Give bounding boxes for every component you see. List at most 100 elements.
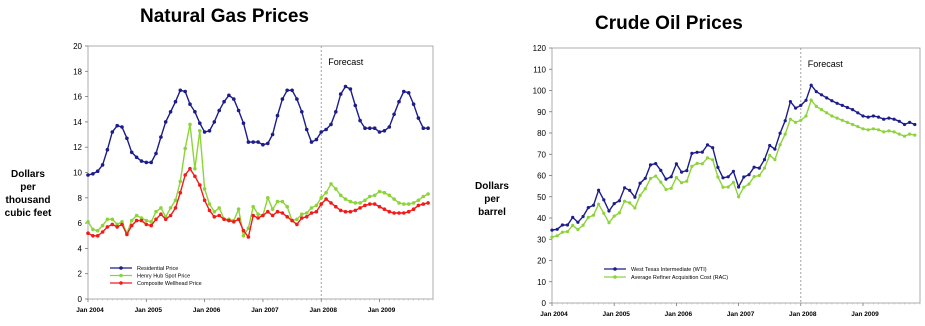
data-point — [275, 209, 280, 214]
data-point — [300, 110, 304, 114]
data-point — [555, 227, 559, 231]
data-point — [105, 225, 110, 229]
y-tick-label: 60 — [537, 172, 546, 181]
y-tick-label: 10 — [73, 169, 82, 178]
y-axis-label: Dollars per barrel — [472, 180, 512, 219]
data-point — [406, 91, 411, 95]
data-point — [835, 116, 839, 120]
data-point — [778, 131, 782, 135]
crude-oil-plot: 0 10 20 30 40 50 60 70 80 90 100 110 120 Jan 2004 Jan … — [533, 44, 921, 318]
data-point — [887, 116, 891, 120]
data-point — [411, 102, 416, 106]
data-point — [266, 196, 270, 200]
data-point — [163, 120, 168, 124]
data-point — [794, 120, 798, 124]
y-tick-label: 10 — [537, 278, 546, 287]
data-point — [319, 196, 324, 200]
legend-entry: Average Refiner Acquisition Cost (RAC) — [604, 275, 728, 281]
data-point — [851, 108, 855, 112]
data-point — [168, 110, 173, 114]
data-point — [110, 217, 115, 222]
x-tick-label: Jan 2009 — [368, 307, 396, 314]
data-point — [188, 102, 192, 106]
data-point — [188, 122, 192, 127]
data-point — [690, 151, 694, 155]
data-point — [227, 93, 231, 98]
legend-label: Composite Wellhead Price — [137, 281, 202, 287]
data-point — [91, 227, 95, 232]
data-point — [411, 207, 416, 211]
y-tick-label: 6 — [78, 219, 83, 228]
data-point — [664, 177, 668, 181]
data-point — [902, 134, 907, 138]
data-point — [685, 169, 689, 173]
data-point — [183, 89, 187, 94]
data-point — [690, 164, 694, 168]
data-point — [193, 174, 197, 179]
data-point — [343, 84, 348, 89]
data-point — [100, 230, 105, 234]
x-tick-label: Jan 2008 — [310, 307, 338, 314]
data-point — [840, 103, 844, 107]
data-point — [581, 223, 585, 227]
data-point — [377, 204, 382, 209]
data-point — [173, 99, 178, 104]
data-point — [830, 99, 834, 103]
data-point — [737, 185, 741, 189]
series-line — [551, 83, 916, 231]
data-point — [382, 190, 387, 195]
data-point — [550, 235, 554, 239]
legend-label: West Texas Intermediate (WTI) — [631, 267, 707, 273]
data-point — [643, 187, 647, 191]
forecast-label: Forecast — [328, 57, 364, 67]
data-point — [876, 128, 881, 132]
data-point — [892, 130, 896, 134]
data-point — [304, 211, 309, 215]
data-point — [392, 211, 396, 215]
data-point — [550, 228, 554, 232]
data-point — [178, 88, 183, 93]
x-tick-label: Jan 2008 — [789, 311, 817, 318]
natural-gas-chart: Natural Gas Prices Dollars per thousand … — [0, 0, 462, 326]
y-axis-label-line: thousand — [5, 195, 51, 206]
natural-gas-plot: 0 2 4 6 8 10 12 14 16 18 20 Jan 2004 Jan 2005 Jan 200… — [73, 42, 434, 314]
data-point — [178, 179, 183, 184]
data-point — [251, 140, 255, 144]
data-point — [887, 129, 891, 133]
y-tick-label: 18 — [73, 67, 82, 76]
data-point — [747, 173, 751, 177]
data-point — [368, 194, 372, 199]
data-point — [377, 189, 382, 194]
data-point — [747, 182, 751, 186]
data-point — [198, 129, 202, 133]
y-tick-label: 100 — [533, 87, 547, 96]
data-point — [607, 221, 611, 225]
data-point — [363, 126, 367, 130]
data-point — [560, 230, 564, 234]
data-point — [586, 215, 590, 219]
data-point — [125, 136, 129, 141]
crude-oil-chart: Crude Oil Prices Dollars per barrel 0 10 2… — [462, 0, 925, 326]
data-point — [178, 190, 183, 195]
data-point — [908, 132, 912, 136]
data-point — [309, 211, 314, 215]
data-point — [799, 103, 803, 107]
data-point — [674, 162, 678, 166]
y-tick-label: 4 — [78, 244, 83, 253]
data-point — [183, 173, 187, 177]
y-axis-label: Dollars per thousand cubic feet — [0, 168, 56, 220]
data-point — [251, 213, 255, 218]
data-point — [144, 218, 149, 223]
data-point — [270, 207, 275, 211]
data-point — [353, 201, 358, 205]
data-point — [762, 158, 767, 162]
data-point — [866, 128, 870, 132]
y-tick-label: 14 — [73, 118, 82, 127]
data-point — [251, 204, 255, 209]
data-point — [261, 142, 265, 147]
y-tick-label: 8 — [78, 194, 83, 203]
data-point — [809, 83, 813, 87]
data-point — [217, 206, 221, 210]
data-point — [207, 202, 212, 206]
data-point — [397, 211, 401, 215]
